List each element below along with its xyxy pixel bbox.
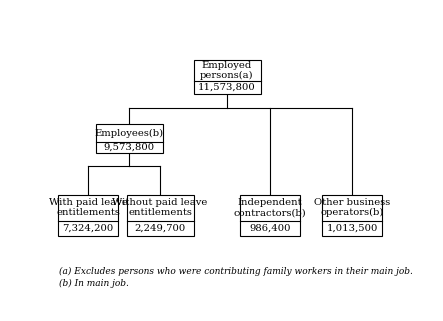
FancyBboxPatch shape	[58, 195, 118, 236]
FancyBboxPatch shape	[240, 195, 300, 236]
Text: (a) Excludes persons who were contributing family workers in their main job.: (a) Excludes persons who were contributi…	[59, 267, 413, 276]
Text: 11,573,800: 11,573,800	[198, 83, 256, 92]
Text: Independent
contractors(b): Independent contractors(b)	[233, 198, 306, 217]
Text: (b) In main job.: (b) In main job.	[59, 279, 128, 288]
Text: Employed
persons(a): Employed persons(a)	[200, 61, 254, 81]
Text: With paid leave
entitlements: With paid leave entitlements	[49, 198, 128, 217]
FancyBboxPatch shape	[127, 195, 194, 236]
FancyBboxPatch shape	[194, 60, 260, 93]
FancyBboxPatch shape	[96, 125, 163, 153]
Text: 9,573,800: 9,573,800	[104, 143, 155, 152]
Text: Other business
operators(b): Other business operators(b)	[314, 198, 390, 217]
Text: 986,400: 986,400	[249, 224, 291, 233]
Text: 1,013,500: 1,013,500	[326, 224, 378, 233]
Text: Employees(b): Employees(b)	[95, 129, 164, 138]
Text: Without paid leave
entitlements: Without paid leave entitlements	[113, 198, 208, 217]
FancyBboxPatch shape	[323, 195, 382, 236]
Text: 7,324,200: 7,324,200	[62, 224, 113, 233]
Text: 2,249,700: 2,249,700	[135, 224, 186, 233]
